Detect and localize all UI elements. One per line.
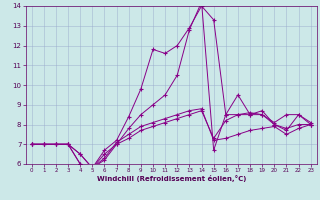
X-axis label: Windchill (Refroidissement éolien,°C): Windchill (Refroidissement éolien,°C) [97,175,246,182]
